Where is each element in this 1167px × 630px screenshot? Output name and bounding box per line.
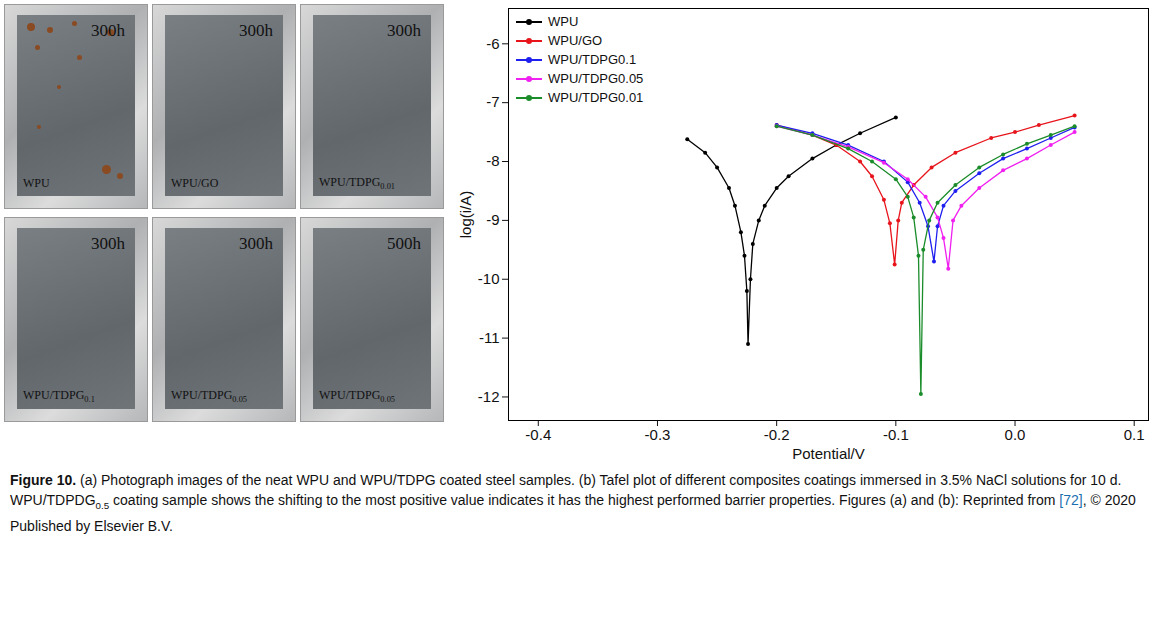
svg-text:-12: -12 [478, 388, 500, 405]
html-text:500h: 500h [387, 234, 421, 253]
svg-text:-0.1: -0.1 [883, 426, 909, 443]
svg-text:-0.3: -0.3 [645, 426, 671, 443]
svg-text:-8: -8 [486, 152, 499, 169]
html-text:300h: 300h [91, 234, 125, 253]
html-text:300h: 300h [239, 234, 273, 253]
svg-text:-7: -7 [486, 93, 499, 110]
html-text:WPU/GO: WPU/GO [548, 33, 603, 48]
html-text:WPU/TDPG0.05: WPU/TDPG0.05 [171, 387, 247, 404]
html-text:300h: 300h [387, 21, 421, 40]
html-text:WPU: WPU [548, 14, 579, 29]
svg-text:0.1: 0.1 [1124, 426, 1145, 443]
svg-text:-9: -9 [486, 211, 499, 228]
svg-text:Potential/V: Potential/V [792, 445, 865, 462]
svg-text:log(i/A): log(i/A) [457, 191, 474, 239]
html-text:WPU/TDPG0.1: WPU/TDPG0.1 [548, 52, 637, 67]
svg-text:-0.4: -0.4 [525, 426, 551, 443]
svg-text:0.0: 0.0 [1005, 426, 1026, 443]
svg-text:-6: -6 [486, 35, 499, 52]
html-text:WPU/TDPG0.01: WPU/TDPG0.01 [548, 90, 644, 105]
html-text:WPU/TDPG0.1: WPU/TDPG0.1 [23, 387, 95, 404]
html-text:WPU: WPU [23, 176, 50, 190]
svg-text:-0.2: -0.2 [764, 426, 790, 443]
html-text:WPU/TDPG0.05: WPU/TDPG0.05 [319, 387, 395, 404]
html-text:300h: 300h [239, 21, 273, 40]
html-text:300h: 300h [91, 21, 125, 40]
html-text:WPU/TDPG0.05: WPU/TDPG0.05 [548, 71, 644, 86]
html-text:Figure 10. (a) Photograph imag: Figure 10. (a) Photograph images of the … [10, 472, 1136, 534]
html-text:WPU/GO: WPU/GO [171, 176, 219, 190]
html-text:WPU/TDPG0.01: WPU/TDPG0.01 [319, 174, 395, 191]
svg-text:-10: -10 [478, 270, 500, 287]
svg-text:-11: -11 [479, 329, 500, 346]
